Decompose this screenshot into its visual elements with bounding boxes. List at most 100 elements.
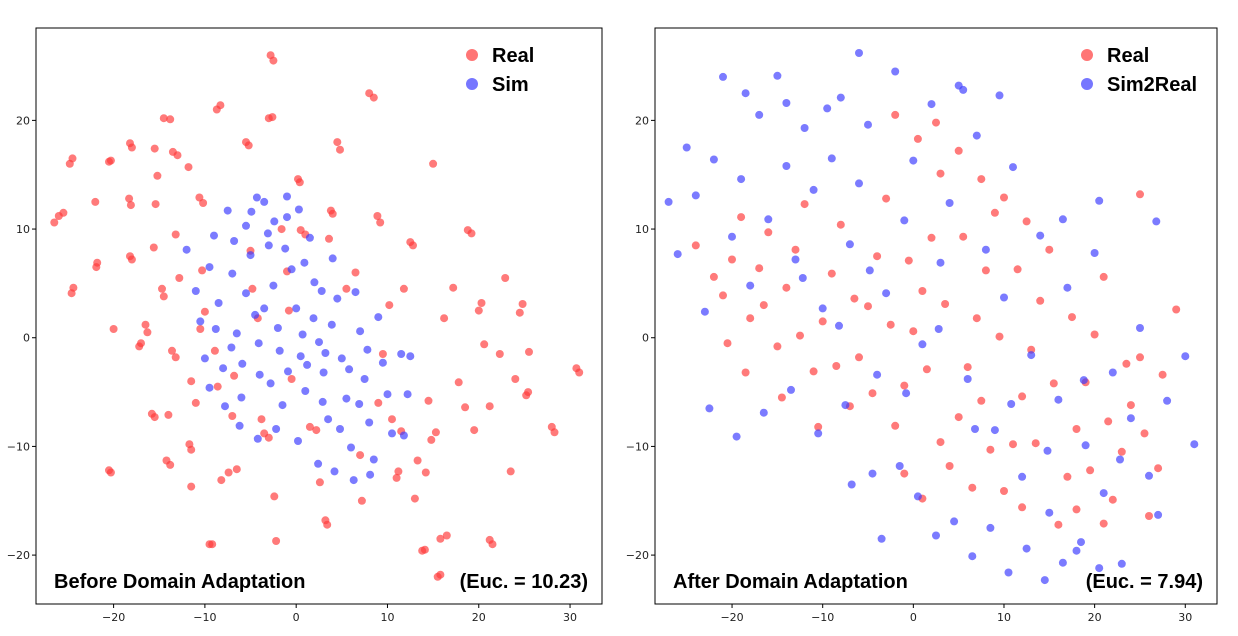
scatter-point-real-12 — [809, 367, 818, 376]
scatter-point-sim-63 — [303, 360, 312, 369]
scatter-point-real-64 — [959, 232, 968, 241]
scatter-point-real-32 — [990, 208, 999, 217]
scatter-point-sim2real-47 — [1090, 249, 1099, 257]
scatter-point-real-47 — [1126, 401, 1135, 410]
scatter-point-real-56 — [814, 422, 823, 431]
scatter-point-sim-7 — [223, 206, 232, 215]
scatter-point-sim-17 — [269, 281, 278, 290]
scatter-point-real-42 — [168, 346, 176, 355]
scatter-point-real-61 — [904, 256, 913, 265]
scatter-point-sim2real-69 — [968, 552, 977, 561]
scatter-point-sim-57 — [300, 258, 309, 267]
scatter-point-sim2real-85 — [1007, 400, 1016, 408]
scatter-point-real-65 — [977, 396, 986, 405]
scatter-point-sim2real-38 — [1009, 163, 1017, 172]
scatter-point-real-147 — [518, 300, 527, 308]
scatter-point-real-76 — [913, 134, 922, 143]
scatter-point-sim-56 — [281, 244, 290, 253]
scatter-point-sim-81 — [294, 205, 303, 214]
scatter-point-real-126 — [436, 570, 445, 579]
scatter-point-real-134 — [467, 229, 476, 238]
scatter-point-sim-78 — [230, 237, 239, 245]
scatter-point-real-63 — [232, 465, 241, 474]
scatter-point-real-39 — [164, 410, 173, 419]
x-tick-label: 10 — [380, 611, 394, 624]
scatter-point-real-49 — [1145, 512, 1153, 520]
scatter-point-sim2real-95 — [995, 91, 1004, 100]
scatter-point-real-52 — [741, 368, 750, 377]
scatter-point-sim-69 — [211, 325, 220, 333]
scatter-point-sim2real-54 — [1154, 510, 1163, 519]
scatter-point-real-62 — [922, 365, 931, 374]
scatter-point-sim-50 — [294, 437, 302, 445]
scatter-point-sim2real-29 — [927, 100, 936, 109]
scatter-point-sim-48 — [253, 434, 262, 443]
scatter-point-sim-32 — [337, 354, 346, 363]
scatter-point-real-15 — [836, 220, 845, 229]
y-tick-label: 20 — [635, 114, 649, 127]
scatter-point-sim-11 — [242, 221, 250, 230]
x-tick-label: 10 — [997, 611, 1011, 624]
scatter-point-sim2real-94 — [959, 85, 968, 94]
scatter-point-real-138 — [480, 340, 489, 349]
scatter-point-real-37 — [1036, 296, 1045, 305]
scatter-point-sim-5 — [214, 299, 223, 307]
scatter-point-real-105 — [376, 218, 385, 227]
scatter-point-real-135 — [470, 426, 479, 435]
scatter-point-real-108 — [385, 301, 394, 310]
scatter-point-sim-45 — [205, 383, 214, 392]
scatter-point-sim2real-8 — [737, 175, 746, 184]
scatter-point-sim-22 — [292, 304, 301, 313]
scatter-point-sim2real-22 — [864, 120, 872, 129]
scatter-point-sim2real-76 — [1095, 564, 1104, 573]
scatter-point-real-67 — [244, 141, 253, 150]
scatter-point-sim2real-66 — [913, 492, 922, 501]
scatter-point-real-58 — [850, 294, 859, 303]
scatter-point-sim-16 — [264, 241, 273, 250]
scatter-point-real-5 — [746, 314, 755, 323]
points-group — [664, 49, 1199, 585]
scatter-point-sim-73 — [266, 379, 275, 388]
scatter-point-real-78 — [954, 146, 963, 155]
scatter-point-real-77 — [268, 113, 277, 122]
scatter-point-real-35 — [1018, 392, 1027, 401]
scatter-point-sim-15 — [260, 197, 269, 206]
scatter-point-real-19 — [873, 252, 882, 261]
scatter-point-sim2real-3 — [691, 191, 700, 200]
scatter-point-real-69 — [1049, 379, 1058, 388]
scatter-point-sim2real-75 — [1077, 538, 1085, 547]
scatter-point-real-122 — [427, 435, 436, 444]
scatter-point-sim-49 — [272, 425, 281, 433]
scatter-point-real-71 — [1086, 466, 1095, 475]
scatter-point-real-117 — [413, 456, 422, 465]
scatter-point-real-129 — [442, 531, 451, 540]
scatter-point-sim2real-12 — [773, 71, 782, 80]
x-tick-label: −20 — [102, 611, 125, 624]
scatter-point-sim-13 — [251, 310, 260, 319]
scatter-point-real-60 — [213, 382, 222, 391]
y-tick-label: 10 — [16, 223, 30, 236]
scatter-point-sim-68 — [363, 345, 372, 354]
scatter-point-sim2real-91 — [741, 89, 750, 98]
scatter-point-sim-12 — [246, 251, 255, 260]
scatter-point-real-18 — [864, 302, 872, 311]
scatter-point-sim2real-45 — [1072, 546, 1081, 555]
scatter-point-sim2real-68 — [950, 517, 959, 526]
scatter-point-sim2real-44 — [1063, 283, 1072, 292]
scatter-point-real-85 — [295, 178, 304, 187]
scatter-point-sim2real-78 — [847, 480, 856, 489]
scatter-point-sim2real-57 — [1190, 440, 1199, 449]
scatter-point-real-13 — [106, 468, 115, 477]
scatter-point-real-34 — [175, 274, 184, 282]
scatter-point-real-70 — [1068, 313, 1076, 322]
scatter-point-sim-58 — [317, 287, 326, 295]
scatter-point-sim2real-77 — [877, 534, 886, 543]
scatter-point-sim2real-59 — [732, 432, 741, 441]
scatter-point-real-32 — [173, 151, 182, 160]
scatter-point-sim2real-7 — [728, 232, 736, 241]
scatter-point-sim-28 — [319, 368, 328, 377]
scatter-point-real-78 — [270, 492, 279, 501]
scatter-point-sim-80 — [270, 217, 279, 226]
scatter-point-real-119 — [420, 545, 429, 554]
scatter-point-real-110 — [392, 473, 401, 482]
